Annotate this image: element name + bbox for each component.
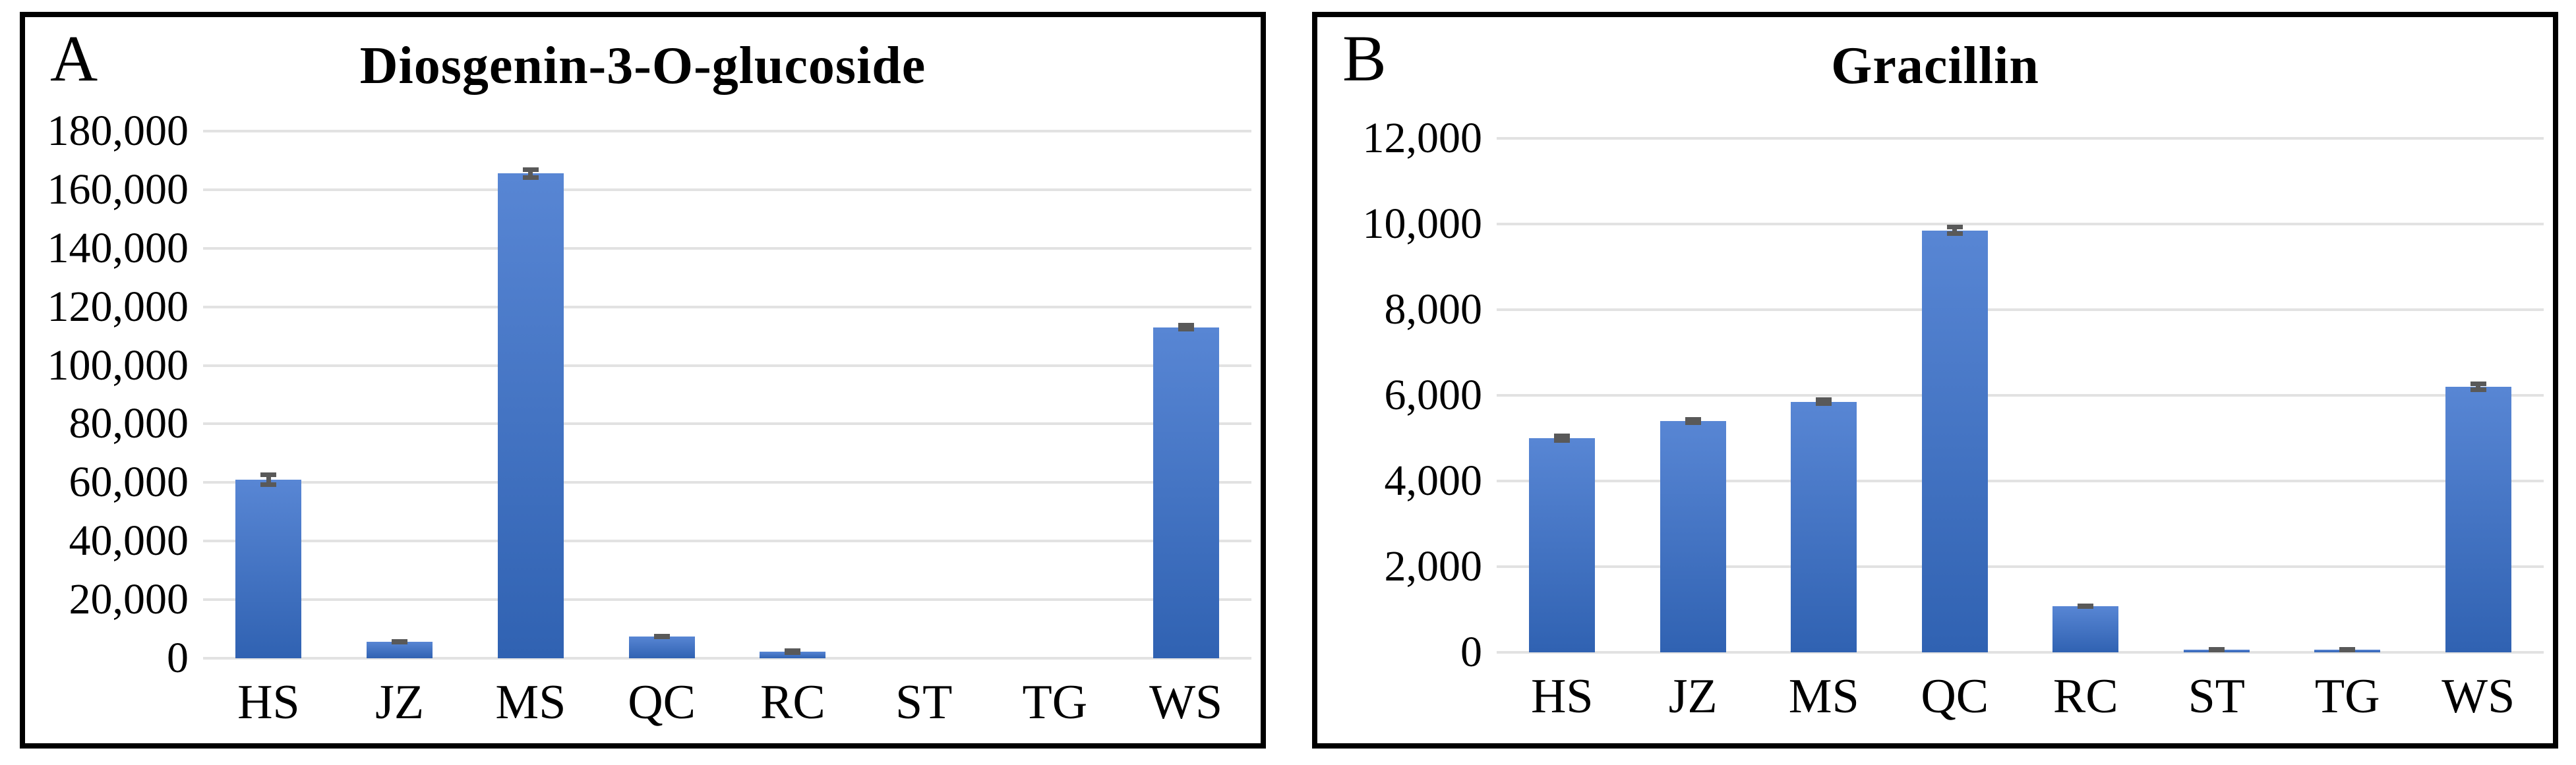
x-category-label-hs: HS [237, 675, 300, 729]
y-tick-label: 180,000 [47, 107, 189, 155]
error-bar-cap [2470, 387, 2486, 392]
error-bar-cap [1554, 433, 1571, 438]
y-tick-label: 10,000 [1362, 200, 1483, 248]
error-bar-cap [785, 648, 801, 653]
bar-ms [497, 173, 564, 658]
bar-qc [1921, 230, 1988, 652]
bar-qc [628, 637, 695, 658]
error-bar-cap [2470, 382, 2486, 387]
x-category-label-ms: MS [495, 675, 566, 729]
gridline [203, 246, 1251, 250]
panel-a-chart-title: Diosgenin-3-O-glucoside [359, 37, 926, 95]
error-bar-cap [1685, 417, 1701, 422]
x-category-label-qc: QC [628, 675, 696, 729]
x-category-label-ms: MS [1788, 669, 1859, 723]
panel-b: B Gracillin 12,000 10,000 8,000 6,000 4,000 2… [1312, 12, 2558, 749]
gridline [1497, 480, 2544, 482]
error-bar [1559, 433, 1565, 443]
x-category-label-jz: JZ [1668, 669, 1718, 723]
error-bar-cap [2208, 646, 2225, 652]
y-tick-label: 40,000 [69, 517, 189, 565]
error-bar-cap [2339, 646, 2356, 652]
panel-a-plot-area [203, 130, 1251, 660]
y-tick-label: 6,000 [1384, 371, 1483, 419]
error-bar-cap [653, 634, 670, 639]
error-bar-cap [1816, 397, 1832, 403]
gridline [203, 540, 1251, 543]
gridline [203, 305, 1251, 308]
bar-jz [1660, 421, 1726, 652]
x-category-label-ws: WS [2441, 669, 2515, 723]
bar-ms [1791, 401, 1857, 652]
y-tick-label: 4,000 [1384, 457, 1483, 505]
error-bar-cap [1178, 323, 1194, 328]
y-tick-label: 2,000 [1384, 542, 1483, 590]
x-category-label-rc: RC [2052, 669, 2118, 723]
bar-rc [2052, 606, 2119, 652]
bar-ws [2445, 387, 2511, 652]
bar-jz [367, 641, 433, 658]
x-category-label-jz: JZ [375, 675, 425, 729]
error-bar-cap [1554, 438, 1571, 443]
y-tick-label: 60,000 [69, 458, 189, 507]
gridline [203, 364, 1251, 367]
x-category-label-st: ST [895, 675, 953, 729]
bar-hs [235, 479, 302, 658]
gridline [1497, 394, 2544, 397]
error-bar-cap [1946, 231, 1963, 237]
gridline [1497, 565, 2544, 568]
gridline [203, 598, 1251, 602]
error-bar-cap [2078, 604, 2094, 609]
x-category-label-rc: RC [760, 675, 825, 729]
bar-hs [1529, 438, 1596, 652]
error-bar-cap [522, 167, 539, 172]
panel-a-letter: A [50, 22, 98, 95]
error-bar-cap [1685, 420, 1701, 425]
error-bar-cap [260, 472, 277, 477]
y-tick-label: 140,000 [47, 223, 189, 272]
panel-b-chart-title: Gracillin [1831, 37, 2039, 95]
error-bar-cap [1946, 225, 1963, 230]
x-category-label-st: ST [2188, 669, 2245, 723]
gridline [1497, 651, 2544, 654]
error-bar-cap [1178, 327, 1194, 332]
x-category-label-tg: TG [2314, 669, 2380, 723]
panel-a: A Diosgenin-3-O-glucoside 180,000 160,000… [20, 12, 1266, 749]
error-bar-cap [392, 639, 408, 644]
x-category-label-tg: TG [1022, 675, 1088, 729]
panel-b-plot-area [1497, 137, 2544, 654]
y-tick-label: 8,000 [1384, 285, 1483, 333]
x-category-label-hs: HS [1530, 669, 1594, 723]
x-category-label-ws: WS [1149, 675, 1223, 729]
y-tick-label: 0 [1460, 628, 1482, 676]
error-bar-cap [260, 482, 277, 487]
y-tick-label: 12,000 [1362, 114, 1483, 162]
y-tick-label: 160,000 [47, 165, 189, 213]
error-bar [1952, 225, 1958, 237]
y-tick-label: 80,000 [69, 399, 189, 448]
gridline [203, 657, 1251, 660]
gridline [203, 188, 1251, 191]
gridline [203, 130, 1251, 132]
y-tick-label: 120,000 [47, 282, 189, 331]
bar-ws [1153, 327, 1219, 658]
error-bar-cap [1816, 401, 1832, 407]
error-bar-cap [522, 175, 539, 181]
gridline [1497, 308, 2544, 311]
gridline [1497, 137, 2544, 140]
y-tick-label: 100,000 [47, 341, 189, 389]
gridline [203, 481, 1251, 484]
y-tick-label: 20,000 [69, 575, 189, 624]
error-bar [2476, 382, 2481, 392]
gridline [203, 422, 1251, 426]
error-bar [528, 167, 533, 181]
panel-b-letter: B [1342, 22, 1387, 95]
x-category-label-qc: QC [1921, 669, 1989, 723]
error-bar [266, 472, 271, 487]
y-tick-label: 0 [167, 634, 189, 682]
gridline [1497, 223, 2544, 225]
